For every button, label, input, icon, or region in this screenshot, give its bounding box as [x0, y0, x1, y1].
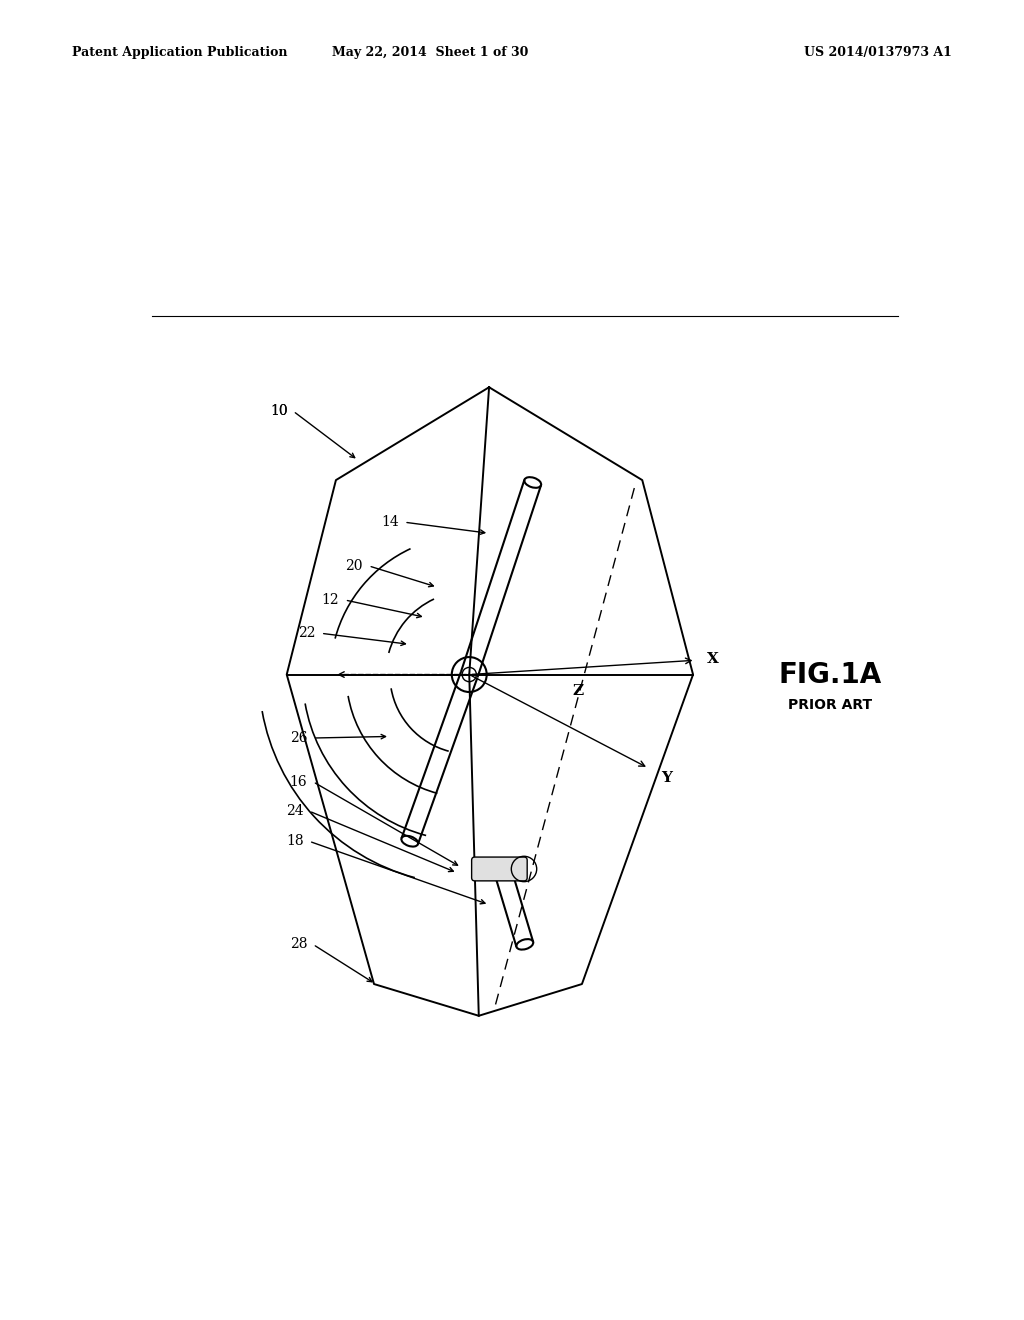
Text: 10: 10: [270, 404, 288, 418]
Text: Z: Z: [572, 684, 584, 698]
Text: 28: 28: [290, 937, 307, 952]
Text: 22: 22: [298, 626, 315, 640]
Text: FIG.1A: FIG.1A: [778, 660, 882, 689]
Text: 10: 10: [270, 404, 288, 418]
Text: 18: 18: [286, 834, 303, 849]
Text: X: X: [708, 652, 719, 665]
Text: PRIOR ART: PRIOR ART: [788, 698, 872, 711]
Text: 26: 26: [290, 731, 307, 744]
Text: May 22, 2014  Sheet 1 of 30: May 22, 2014 Sheet 1 of 30: [332, 46, 528, 59]
Text: 16: 16: [290, 775, 307, 788]
Text: 20: 20: [345, 558, 362, 573]
Text: 12: 12: [322, 593, 339, 607]
Text: 14: 14: [381, 515, 398, 529]
Text: 24: 24: [286, 804, 303, 818]
Text: Patent Application Publication: Patent Application Publication: [72, 46, 287, 59]
Text: US 2014/0137973 A1: US 2014/0137973 A1: [805, 46, 952, 59]
FancyBboxPatch shape: [472, 857, 527, 880]
Text: Y: Y: [662, 771, 673, 784]
